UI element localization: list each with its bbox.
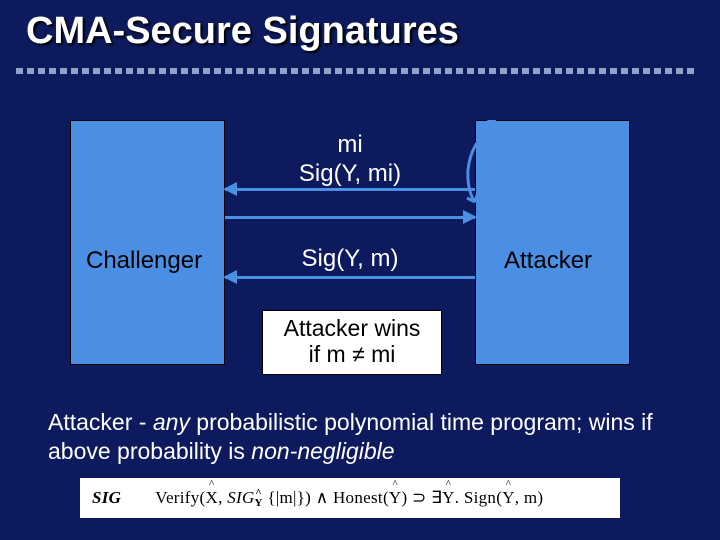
- challenger-box: [70, 120, 225, 365]
- attacker-box: [475, 120, 630, 365]
- f4: ) ⊃ ∃: [402, 488, 443, 507]
- arrow-label-sig-m: Sig(Y, m): [225, 245, 475, 273]
- arrow-sig-m: [225, 276, 475, 279]
- attacker-wins-box: Attacker wins if m ≠ mi: [262, 310, 442, 375]
- f-SIGY: SIG: [227, 488, 254, 507]
- challenger-label: Challenger: [86, 247, 202, 275]
- f-Xhat: X: [206, 488, 219, 508]
- arrow-mi: [225, 188, 475, 191]
- arrow-sig-mi: [225, 216, 475, 219]
- wins-line1: Attacker wins: [284, 315, 421, 341]
- attacker-label: Attacker: [504, 247, 592, 275]
- f6: , m): [515, 488, 544, 507]
- formula-panel: SIG Verify(X, SIGY {|m|}) ∧ Honest(Y) ⊃ …: [80, 478, 620, 518]
- arrow-label-mi: mi: [225, 131, 475, 159]
- arrow-label-sig-mi: Sig(Y, mi): [225, 160, 475, 188]
- footer-part1: Attacker -: [48, 409, 153, 435]
- f-Yhat: Y: [389, 488, 402, 508]
- f5: . Sign(: [455, 488, 502, 507]
- chevron-left-icon: [223, 270, 237, 284]
- chevron-right-icon: [463, 210, 477, 224]
- f3: {|m|}) ∧ Honest(: [263, 488, 389, 507]
- wins-line2: if m ≠ mi: [309, 341, 396, 367]
- footer-note: Attacker - any probabilistic polynomial …: [48, 408, 688, 466]
- f1: Verify(: [155, 488, 205, 507]
- f-Y3hat: Y: [502, 488, 515, 508]
- f2: ,: [218, 488, 227, 507]
- footer-ital1: any: [153, 409, 190, 435]
- formula-sig: SIG: [92, 488, 121, 508]
- f-Ysub: Y: [255, 497, 263, 509]
- f-Y2hat: Y: [442, 488, 455, 508]
- title-underline: [16, 68, 696, 74]
- footer-ital2: non-negligible: [251, 438, 394, 464]
- page-title: CMA-Secure Signatures: [26, 10, 459, 53]
